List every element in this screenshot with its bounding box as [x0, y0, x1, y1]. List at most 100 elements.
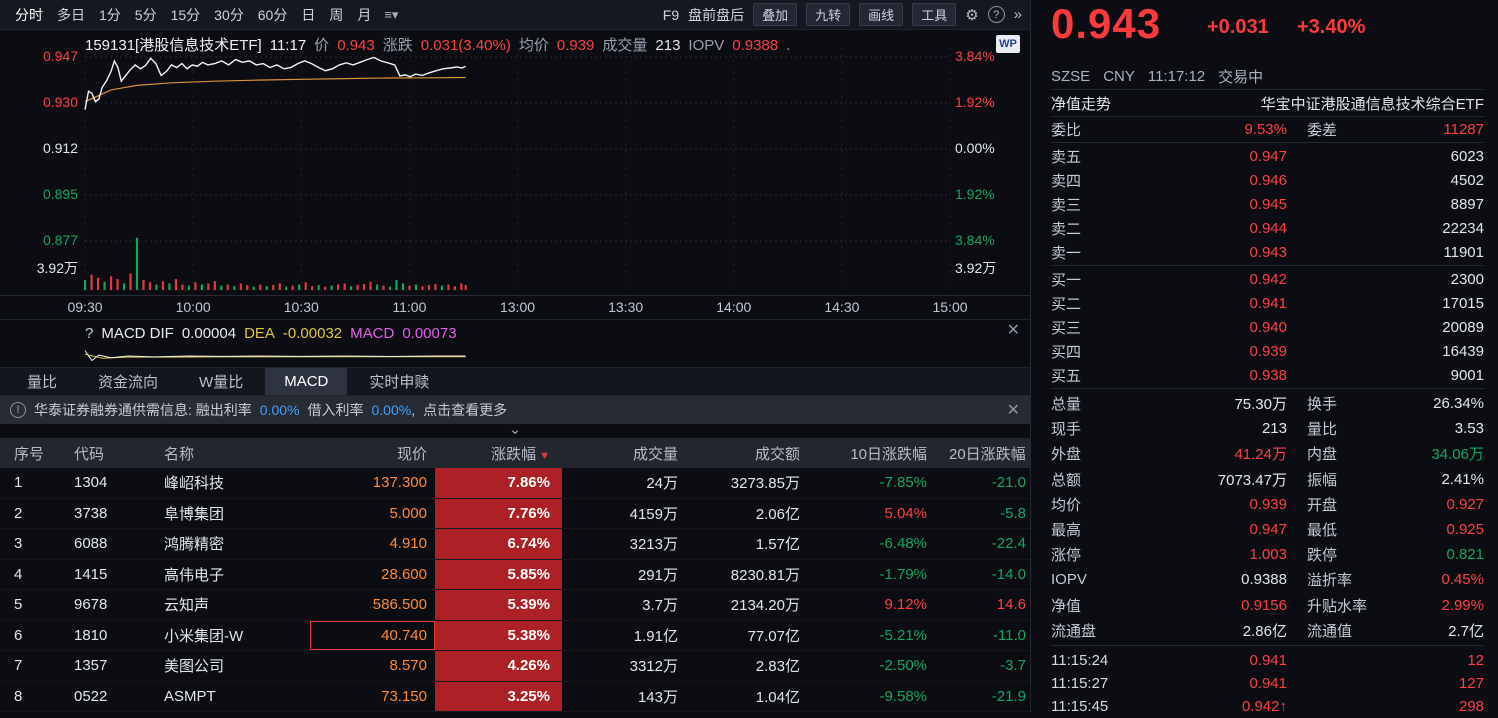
period-月[interactable]: 月 — [357, 6, 372, 23]
book-level-买一[interactable]: 买一 0.942 2300 — [1051, 267, 1484, 291]
book-price: 0.946 — [1249, 171, 1287, 189]
cell-no: 3 — [14, 535, 23, 553]
tab-MACD[interactable]: MACD — [265, 368, 348, 395]
book-volume: 8897 — [1450, 195, 1484, 213]
stat-value: 2.86亿 — [1242, 622, 1287, 640]
col-header-代码[interactable]: 代码 — [74, 445, 105, 463]
tool-button-工具[interactable]: 工具 — [912, 3, 957, 26]
period-5分[interactable]: 5分 — [134, 6, 157, 23]
view-more-link[interactable]: 点击查看更多 — [423, 402, 508, 418]
tick-row: 11:15:24 0.941 12 — [1051, 649, 1484, 672]
cell-20d-change: 14.6 — [996, 596, 1026, 614]
book-level-卖四[interactable]: 卖四 0.946 4502 — [1051, 168, 1484, 192]
trading-status: 交易中 — [1218, 69, 1264, 86]
tick-price: 0.941 — [1249, 651, 1287, 669]
col-header-名称[interactable]: 名称 — [164, 445, 195, 463]
book-level-买五[interactable]: 买五 0.938 9001 — [1051, 363, 1484, 387]
tool-button-画线[interactable]: 画线 — [859, 3, 904, 26]
macd-values: ? MACD DIF 0.00004 DEA -0.00032 MACD 0.0… — [85, 325, 457, 342]
col-header-现价[interactable]: 现价 — [396, 445, 427, 463]
stat-label: 最低 — [1307, 522, 1338, 540]
iopv-label: IOPV — [688, 37, 725, 54]
period-30分[interactable]: 30分 — [214, 6, 244, 23]
stat-label: 均价 — [1051, 496, 1082, 514]
last-price: 0.943 — [1051, 0, 1162, 47]
table-row[interactable]: 7 1357 美图公司 8.570 4.26% 3312万 2.83亿 -2.50% -3.7 — [0, 651, 1030, 682]
period-1分[interactable]: 1分 — [99, 6, 121, 23]
table-row[interactable]: 4 1415 高伟电子 28.600 5.85% 291万 8230.81万 -1.79% -1… — [0, 559, 1030, 590]
stat-label: 最高 — [1051, 522, 1082, 540]
time-tick-15:00: 15:00 — [932, 299, 968, 315]
book-level-卖五[interactable]: 卖五 0.947 6023 — [1051, 144, 1484, 168]
table-row[interactable]: 2 3738 阜博集团 5.000 7.76% 4159万 2.06亿 5.04% -5.8 — [0, 498, 1030, 529]
col-header-10日涨跌幅[interactable]: 10日涨跌幅 — [850, 445, 927, 463]
tab-W量比[interactable]: W量比 — [199, 374, 244, 391]
col-header-涨跌幅[interactable]: 涨跌幅 ▼ — [491, 445, 550, 463]
period-多日[interactable]: 多日 — [57, 6, 85, 23]
notice-close-icon[interactable]: ✕ — [1006, 402, 1020, 419]
help-icon[interactable]: ? — [987, 6, 1005, 23]
macd-dea-label: DEA — [244, 325, 275, 342]
period-日[interactable]: 日 — [301, 6, 316, 23]
cell-code: 0522 — [74, 687, 108, 705]
tab-资金流向[interactable]: 资金流向 — [98, 374, 159, 391]
macd-mini-chart — [84, 350, 466, 362]
price-value: 0.943 — [337, 37, 375, 54]
col-header-序号[interactable]: 序号 — [14, 445, 45, 463]
tool-button-九转[interactable]: 九转 — [806, 3, 851, 26]
cell-price: 40.740 — [310, 621, 435, 651]
table-row[interactable]: 6 1810 小米集团-W 40.740 5.38% 1.91亿 77.07亿 -5.21% -… — [0, 620, 1030, 651]
cell-change-pct: 5.38% — [435, 620, 562, 650]
weicha-value: 11287 — [1443, 121, 1484, 138]
symbol-label: 159131[港股信息技术ETF] — [85, 37, 262, 54]
macd-close-icon[interactable]: ✕ — [1006, 322, 1020, 339]
stat-value: 0.925 — [1446, 521, 1484, 539]
col-header-20日涨跌幅[interactable]: 20日涨跌幅 — [949, 445, 1026, 463]
sort-desc-icon: ▼ — [539, 449, 550, 462]
book-level-卖三[interactable]: 卖三 0.945 8897 — [1051, 192, 1484, 216]
macd-help-icon[interactable]: ? — [85, 325, 94, 342]
price-chart-svg[interactable] — [0, 30, 1030, 296]
nav-trend-link[interactable]: 净值走势 — [1051, 95, 1112, 113]
book-price: 0.939 — [1249, 342, 1287, 360]
quote-stats: 总量 75.30万 换手 26.34% 现手 213 量比 3.53 外盘 41.24万 内盘 34.… — [1051, 389, 1484, 646]
cell-10d-change: -9.58% — [879, 687, 927, 705]
tool-button-叠加[interactable]: 叠加 — [753, 3, 798, 26]
gear-icon[interactable]: ⚙ — [965, 6, 979, 24]
col-header-成交量[interactable]: 成交量 — [632, 445, 678, 463]
book-level-卖二[interactable]: 卖二 0.944 22234 — [1051, 216, 1484, 240]
table-row[interactable]: 3 6088 鸿腾精密 4.910 6.74% 3213万 1.57亿 -6.48% -22.4 — [0, 529, 1030, 560]
sell-levels: 卖五 0.947 6023 卖四 0.946 4502 卖三 0.945 8897 卖二 0.944… — [1051, 142, 1484, 266]
indicator-tabs: 量比 资金流向 W量比 MACD 实时申赎 — [0, 368, 1030, 396]
tick-list: 11:15:24 0.941 12 11:15:27 0.941 127 11:15:45 0… — [1051, 646, 1484, 718]
book-level-买四[interactable]: 买四 0.939 16439 — [1051, 339, 1484, 363]
period-60分[interactable]: 60分 — [257, 6, 288, 23]
stat-label: 涨停 — [1051, 547, 1082, 565]
table-row[interactable]: 8 0522 ASMPT 73.150 3.25% 143万 1.04亿 -9.58% -21.… — [0, 681, 1030, 712]
toolbar: 分时 多日 1分 5分 15分 30分 60分日周月 ≡▾ F9 盘前盘后 叠加 九转 画线 工具 ⚙?… — [0, 0, 1030, 30]
tool-F9[interactable]: F9 — [662, 6, 680, 23]
book-level-买二[interactable]: 买二 0.941 17015 — [1051, 291, 1484, 315]
period-周[interactable]: 周 — [329, 6, 344, 23]
period-分时[interactable]: 分时 — [15, 6, 43, 23]
period-15分[interactable]: 15分 — [170, 6, 201, 23]
tool-盘前盘后[interactable]: 盘前盘后 — [688, 6, 745, 23]
pct-axis-label: 1.92% — [955, 94, 995, 110]
more-icon[interactable]: » — [1013, 6, 1022, 23]
macd-panel: ? MACD DIF 0.00004 DEA -0.00032 MACD 0.0… — [0, 320, 1030, 368]
col-header-成交额[interactable]: 成交额 — [754, 445, 800, 463]
book-volume: 2300 — [1450, 270, 1484, 288]
book-level-卖一[interactable]: 卖一 0.943 11901 — [1051, 240, 1484, 264]
tab-量比[interactable]: 量比 — [27, 374, 58, 391]
chevron-down-icon[interactable]: ⌄ — [508, 421, 522, 438]
period-menu-icon[interactable]: ≡▾ — [384, 6, 399, 22]
time-tick-14:00: 14:00 — [716, 299, 752, 315]
tab-实时申赎[interactable]: 实时申赎 — [369, 374, 430, 391]
table-row[interactable]: 5 9678 云知声 586.500 5.39% 3.7万 2134.20万 9.12% 14.… — [0, 590, 1030, 621]
book-level-买三[interactable]: 买三 0.940 20089 — [1051, 315, 1484, 339]
stat-label: 流通值 — [1307, 622, 1353, 640]
tick-price: 0.942↑ — [1241, 697, 1287, 715]
stat-label: 总量 — [1051, 396, 1082, 414]
tick-time: 11:15:24 — [1051, 651, 1109, 669]
table-row[interactable]: 1 1304 峰岹科技 137.300 7.86% 24万 3273.85万 -7.85% -2… — [0, 468, 1030, 499]
